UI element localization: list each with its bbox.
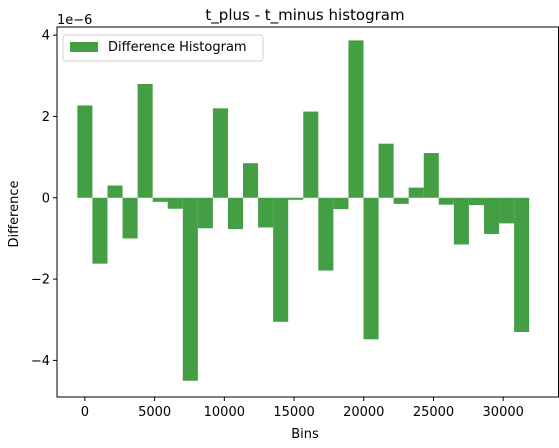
histogram-bar — [484, 198, 499, 234]
y-offset-text: 1e−6 — [57, 13, 92, 28]
histogram-bar — [107, 186, 122, 198]
legend-label: Difference Histogram — [108, 40, 247, 55]
x-tick-label: 10000 — [204, 405, 245, 420]
x-tick-label: 15000 — [273, 405, 314, 420]
histogram-bar — [153, 198, 168, 202]
x-axis-ticks: 0 5000 10000 15000 20000 25000 30000 — [81, 397, 524, 420]
histogram-bar — [499, 198, 514, 224]
histogram-bar — [168, 198, 183, 209]
histogram-bar — [77, 105, 92, 197]
histogram-bar — [123, 198, 138, 239]
x-tick-label: 5000 — [138, 405, 171, 420]
x-tick-label: 25000 — [413, 405, 454, 420]
histogram-bar — [379, 144, 394, 198]
y-tick-label: 2 — [42, 110, 50, 125]
histogram-bar — [138, 84, 153, 198]
x-tick-label: 20000 — [343, 405, 384, 420]
histogram-bar — [333, 198, 348, 209]
x-tick-label: 0 — [81, 405, 89, 420]
chart-title: t_plus - t_minus histogram — [205, 6, 404, 25]
x-axis-label: Bins — [291, 427, 319, 442]
histogram-bar — [409, 188, 424, 198]
histogram-bar — [439, 198, 454, 205]
legend: Difference Histogram — [63, 35, 263, 61]
histogram-bar — [454, 198, 469, 245]
histogram-bar — [243, 163, 258, 198]
histogram-bar — [318, 198, 333, 271]
histogram-bar — [258, 198, 273, 228]
histogram-bar — [183, 198, 198, 381]
y-tick-label: 4 — [42, 29, 50, 44]
histogram-bar — [424, 153, 439, 198]
histogram-bar — [273, 198, 288, 322]
histogram-bar — [348, 40, 363, 197]
histogram-bar — [213, 108, 228, 197]
histogram-bar — [92, 198, 107, 264]
x-tick-label: 30000 — [483, 405, 524, 420]
histogram-bar — [469, 198, 484, 205]
histogram-bar — [514, 198, 529, 332]
histogram-bar — [288, 198, 303, 200]
y-tick-label: −2 — [31, 273, 50, 288]
y-tick-label: 0 — [42, 191, 50, 206]
y-axis-label: Difference — [7, 180, 22, 247]
legend-swatch — [70, 42, 98, 52]
histogram-bar — [363, 198, 378, 339]
histogram-bar — [198, 198, 213, 228]
histogram-bar — [394, 198, 409, 204]
histogram-bar — [303, 112, 318, 198]
histogram-bar — [228, 198, 243, 229]
y-tick-label: −4 — [31, 354, 50, 369]
y-axis-ticks: −4 −2 0 2 4 — [31, 29, 57, 369]
